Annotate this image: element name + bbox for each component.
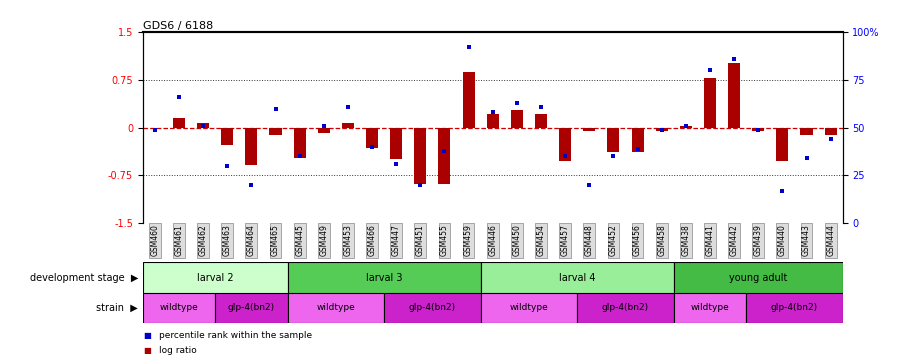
Bar xyxy=(680,126,692,128)
Bar xyxy=(632,128,644,152)
Text: glp-4(bn2): glp-4(bn2) xyxy=(409,303,456,312)
Bar xyxy=(776,128,788,161)
Text: young adult: young adult xyxy=(729,272,787,283)
Bar xyxy=(746,293,843,323)
Text: percentile rank within the sample: percentile rank within the sample xyxy=(159,331,312,340)
Bar xyxy=(656,128,668,131)
Bar xyxy=(173,118,185,128)
Bar xyxy=(577,293,674,323)
Bar xyxy=(752,128,764,131)
Bar xyxy=(583,128,595,131)
Text: development stage  ▶: development stage ▶ xyxy=(29,272,138,283)
Text: wildtype: wildtype xyxy=(509,303,548,312)
Bar xyxy=(143,293,216,323)
Bar xyxy=(674,262,843,293)
Bar xyxy=(607,128,620,152)
Bar xyxy=(143,262,287,293)
Bar xyxy=(366,128,379,148)
Text: larval 3: larval 3 xyxy=(366,272,402,283)
Bar xyxy=(704,78,716,128)
Bar xyxy=(245,128,257,165)
Bar xyxy=(824,128,836,135)
Text: wildtype: wildtype xyxy=(691,303,729,312)
Bar xyxy=(287,293,384,323)
Bar xyxy=(800,128,812,135)
Bar xyxy=(535,114,547,128)
Text: GDS6 / 6188: GDS6 / 6188 xyxy=(143,21,213,31)
Text: wildtype: wildtype xyxy=(159,303,198,312)
Bar xyxy=(287,262,481,293)
Bar xyxy=(481,262,674,293)
Text: larval 2: larval 2 xyxy=(197,272,234,283)
Text: ■: ■ xyxy=(143,346,151,355)
Text: glp-4(bn2): glp-4(bn2) xyxy=(771,303,818,312)
Bar xyxy=(384,293,481,323)
Bar xyxy=(391,128,402,160)
Bar xyxy=(342,122,354,128)
Bar xyxy=(294,128,306,158)
Bar xyxy=(438,128,450,183)
Text: glp-4(bn2): glp-4(bn2) xyxy=(227,303,275,312)
Bar xyxy=(462,72,474,128)
Bar xyxy=(216,293,287,323)
Bar xyxy=(197,122,209,128)
Bar xyxy=(414,128,426,183)
Text: strain  ▶: strain ▶ xyxy=(97,303,138,313)
Text: wildtype: wildtype xyxy=(317,303,356,312)
Text: ■: ■ xyxy=(143,331,151,340)
Text: glp-4(bn2): glp-4(bn2) xyxy=(602,303,649,312)
Bar xyxy=(511,110,523,128)
Bar xyxy=(559,128,571,161)
Bar xyxy=(674,293,746,323)
Bar xyxy=(481,293,577,323)
Bar xyxy=(318,128,330,133)
Bar xyxy=(729,63,740,128)
Bar xyxy=(221,128,233,145)
Text: larval 4: larval 4 xyxy=(559,272,596,283)
Text: log ratio: log ratio xyxy=(159,346,197,355)
Bar xyxy=(486,114,499,128)
Bar xyxy=(270,128,282,135)
